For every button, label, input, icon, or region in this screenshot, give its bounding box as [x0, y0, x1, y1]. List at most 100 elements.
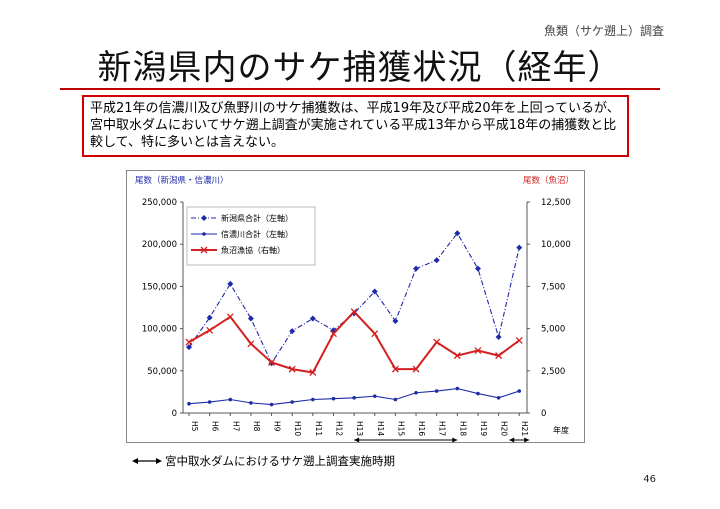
series-3-point	[226, 313, 234, 321]
survey-period-arrowhead	[509, 437, 515, 443]
survey-period-arrowhead	[452, 437, 458, 443]
series-3-point	[515, 336, 523, 344]
x-tick-label: H10	[293, 421, 302, 436]
series-1-point	[516, 244, 523, 251]
series-3-point	[185, 338, 193, 346]
series-1-point	[433, 257, 440, 264]
series-3-point	[371, 330, 379, 338]
x-tick-label: H12	[334, 421, 343, 436]
series-3-point	[330, 330, 337, 338]
left-tick-label: 100,000	[142, 325, 177, 335]
legend-marker-2	[202, 232, 206, 236]
series-2-point	[311, 397, 315, 402]
series-line-3	[188, 310, 520, 374]
series-2-point	[187, 401, 191, 406]
left-tick-label: 200,000	[142, 240, 177, 250]
x-tick-label: H13	[355, 421, 364, 436]
survey-period-legend-arrow	[132, 458, 162, 464]
x-tick-label: H16	[417, 421, 426, 436]
series-1-point	[413, 265, 420, 272]
right-axis-title: 尾数（魚沼）	[523, 175, 574, 186]
survey-period-arrowhead	[524, 437, 530, 443]
page-number: 46	[643, 474, 656, 485]
title-divider	[60, 88, 660, 90]
series-1-point	[289, 328, 296, 335]
x-tick-label: H9	[273, 421, 282, 432]
right-tick-label: 7,500	[541, 282, 565, 292]
series-1-point	[309, 315, 316, 322]
right-tick-label: 0	[541, 409, 546, 419]
series-1-point	[186, 344, 192, 351]
series-1-point	[247, 315, 254, 322]
series-3-point	[268, 358, 276, 366]
series-1-point	[206, 314, 213, 321]
series-3-point	[309, 369, 317, 376]
x-tick-label: H18	[458, 421, 467, 436]
series-1-point	[227, 280, 234, 287]
series-3-point	[474, 347, 482, 355]
left-tick-label: 250,000	[142, 198, 177, 208]
series-2-point	[228, 397, 233, 402]
left-tick-label: 150,000	[142, 282, 177, 292]
series-2-point	[290, 400, 294, 404]
series-2-point	[476, 391, 480, 396]
series-3-point	[453, 352, 461, 360]
series-2-point	[207, 400, 212, 404]
salmon-catch-chart: 尾数（新潟県・信濃川） 尾数（魚沼） 250,000 12,500 200,000 10,…	[135, 175, 574, 443]
series-1-point	[392, 318, 399, 325]
survey-period-caption: 宮中取水ダムにおけるサケ遡上調査実施時期	[165, 454, 395, 468]
series-2-point	[434, 389, 439, 393]
series-2-point	[331, 396, 336, 401]
page-title: 新潟県内のサケ捕獲状況（経年）	[97, 48, 623, 88]
series-1-point	[474, 265, 481, 272]
series-3-point	[247, 340, 255, 348]
series-2-point	[249, 401, 253, 405]
series-2-point	[414, 390, 418, 395]
left-tick-label: 0	[172, 409, 177, 419]
summary-box: 平成21年の信濃川及び魚野川のサケ捕獲数は、平成19年及び平成20年を上回ってい…	[82, 95, 629, 157]
x-tick-label: H6	[211, 421, 220, 432]
series-3-point	[433, 338, 441, 346]
summary-text: 平成21年の信濃川及び魚野川のサケ捕獲数は、平成19年及び平成20年を上回ってい…	[90, 101, 620, 150]
x-tick-label: H8	[252, 421, 261, 432]
series-2-point	[352, 396, 356, 400]
legend-label-2: 信濃川合計（左軸）	[221, 229, 293, 239]
x-tick-label: H15	[396, 421, 405, 436]
series-2-point	[455, 386, 460, 391]
x-tick-label: H17	[438, 421, 447, 436]
right-tick-label: 12,500	[541, 198, 571, 208]
series-3-point	[350, 308, 358, 316]
legend-marker-3	[200, 246, 208, 254]
series-3-point	[412, 365, 420, 373]
legend-marker-1	[201, 215, 207, 221]
legend-label-3: 魚沼漁協（右軸）	[221, 245, 285, 255]
right-tick-label: 10,000	[541, 240, 571, 250]
x-tick-label: H11	[314, 421, 323, 436]
series-2-point	[393, 397, 398, 402]
chart-frame: 尾数（新潟県・信濃川） 尾数（魚沼） 250,000 12,500 200,000 10,…	[126, 170, 585, 443]
series-2-point	[269, 402, 274, 407]
section-category: 魚類（サケ遡上）調査	[543, 24, 664, 38]
series-2-point	[496, 396, 501, 400]
series-2-point	[517, 389, 522, 393]
x-axis-label: 年度	[553, 425, 569, 435]
x-tick-label: H5	[190, 421, 199, 432]
series-1-point	[454, 230, 461, 237]
series-3-point	[495, 352, 503, 360]
series-3-point	[288, 365, 296, 373]
legend-label-1: 新潟県合計（左軸）	[221, 213, 293, 223]
right-tick-label: 5,000	[541, 325, 565, 335]
survey-period-arrowhead	[354, 437, 360, 443]
x-tick-label: H14	[376, 421, 385, 436]
series-1-point	[371, 288, 378, 295]
right-tick-label: 2,500	[541, 367, 565, 377]
series-1-point	[495, 334, 502, 341]
series-2-point	[372, 394, 377, 398]
left-axis-title: 尾数（新潟県・信濃川）	[135, 175, 229, 186]
x-tick-label: H19	[479, 421, 488, 436]
x-tick-label: H7	[231, 421, 240, 432]
left-tick-label: 50,000	[147, 367, 177, 377]
series-3-point	[391, 365, 399, 373]
legend-box	[186, 206, 316, 266]
series-3-point	[206, 326, 214, 334]
